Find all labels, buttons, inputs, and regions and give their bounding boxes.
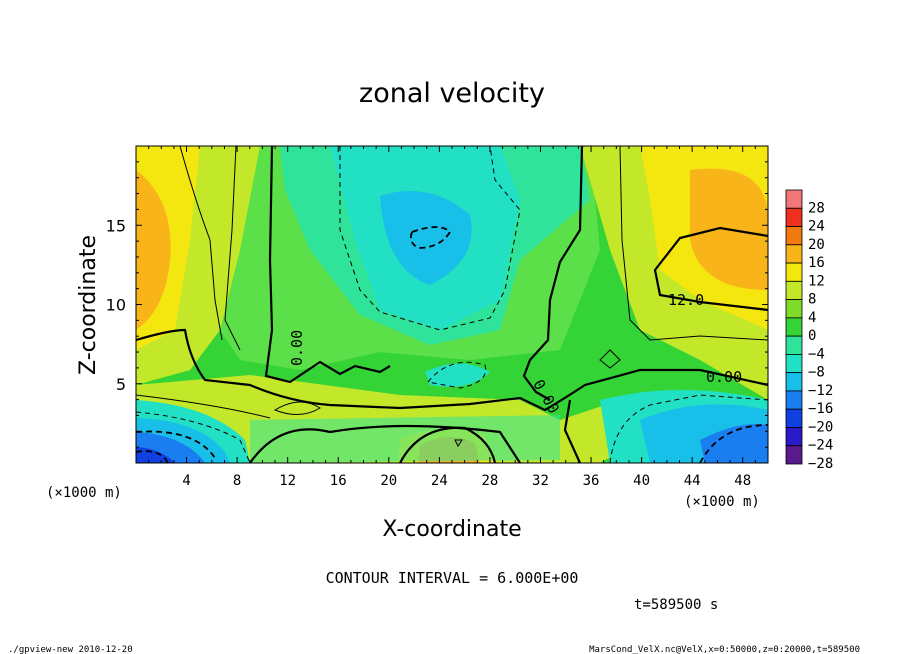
y-tick-label: 15 — [106, 216, 126, 235]
time-label: t=589500 s — [634, 597, 718, 613]
contour-line — [399, 426, 497, 463]
contour-label: 12.0 — [668, 291, 704, 309]
contour-line — [179, 146, 223, 341]
velocity-field: 12.0 0.00 0.00 0.00 — [136, 146, 768, 463]
colorbar-swatch — [785, 372, 803, 392]
x-axis-unit-left: (×1000 m) — [46, 485, 122, 501]
contour-line — [699, 424, 768, 463]
x-tick-label: 12 — [279, 473, 296, 489]
colorbar-swatch — [785, 317, 803, 337]
colorbar-swatch — [785, 262, 803, 282]
contour-line — [339, 146, 521, 331]
field-region-low-cyan-band — [250, 415, 560, 463]
x-tick-label: 16 — [330, 473, 347, 489]
x-tick-label: 24 — [431, 473, 448, 489]
contour-line — [599, 349, 621, 369]
y-tick-label: 10 — [106, 296, 126, 315]
colorbar-swatch — [785, 353, 803, 374]
x-tick-label: 44 — [684, 473, 701, 489]
contour-line — [563, 399, 582, 463]
colorbar-label: −12 — [808, 383, 833, 399]
x-tick-label: 32 — [532, 473, 549, 489]
x-tick-label: 8 — [233, 473, 241, 489]
contour-interval: CONTOUR INTERVAL = 6.000E+00 — [326, 569, 579, 587]
colorbar-label: 0 — [808, 328, 816, 344]
colorbar-label: 20 — [808, 237, 825, 253]
colorbar-label: 12 — [808, 273, 825, 289]
colorbar: 28 24 20 16 12 8 4 0 −4 −8 −12 −16 −20 −24 −28 — [785, 189, 833, 472]
contour-line — [653, 226, 768, 312]
footer-left: ./gpview-new 2010-12-20 — [8, 645, 133, 654]
contour-label: 0.00 — [288, 330, 306, 366]
contour-lines — [136, 146, 768, 463]
colorbar-label: 4 — [808, 310, 816, 326]
x-tick-label: 20 — [380, 473, 397, 489]
contour-line — [609, 394, 768, 463]
colorbar-label: 8 — [808, 292, 816, 308]
y-tick-label: 5 — [116, 375, 126, 394]
colorbar-label: −20 — [808, 419, 833, 435]
colorbar-swatch — [785, 226, 803, 246]
contour-line — [136, 450, 169, 463]
contour-line — [619, 146, 768, 341]
colorbar-label: −24 — [808, 438, 833, 454]
field-region-minus-12-top — [380, 190, 472, 285]
colorbar-swatch — [785, 299, 803, 319]
contour-line — [224, 146, 241, 351]
colorbar-label: 24 — [808, 219, 825, 235]
colorbar-label: 16 — [808, 255, 825, 271]
colorbar-swatch — [785, 408, 803, 428]
colorbar-label: −16 — [808, 401, 833, 417]
contour-line — [136, 394, 271, 419]
colorbar-swatch — [785, 280, 803, 301]
contour-line — [273, 401, 321, 415]
x-tick-label: 36 — [583, 473, 600, 489]
colorbar-swatch — [785, 390, 803, 410]
x-tick-label: 4 — [182, 473, 190, 489]
x-axis-label: X-coordinate — [382, 517, 521, 542]
colorbar-swatch — [785, 244, 803, 264]
colorbar-swatch — [785, 427, 803, 447]
colorbar-swatch — [785, 445, 803, 465]
contour-line — [522, 146, 584, 401]
x-axis-unit-right: (×1000 m) — [684, 494, 760, 510]
contour-line — [264, 146, 391, 384]
y-axis: 5 10 15 — [106, 161, 768, 448]
footer-right: MarsCond_VelX.nc@VelX,x=0:50000,z=0:2000… — [589, 645, 860, 654]
y-axis-label: Z-coordinate — [76, 235, 101, 375]
colorbar-swatch — [785, 207, 803, 227]
field-region-bottom-right-minus-16 — [700, 424, 768, 463]
contour-label: 0.00 — [706, 368, 742, 386]
colorbar-label: −8 — [808, 365, 825, 381]
contour-line — [427, 361, 487, 389]
x-axis: 4 8 12 16 20 24 28 32 36 40 44 48 — [148, 146, 756, 489]
contour-line — [136, 430, 216, 459]
colorbar-label: 28 — [808, 200, 825, 216]
chart-title: zonal velocity — [359, 78, 545, 109]
colorbar-label: −4 — [808, 346, 825, 362]
contour-line — [409, 226, 452, 249]
contour-line — [136, 328, 768, 412]
x-tick-label: 40 — [633, 473, 650, 489]
colorbar-swatch — [785, 189, 803, 209]
x-tick-label: 48 — [734, 473, 751, 489]
field-region-left-plus-16 — [136, 170, 171, 330]
contour-line — [454, 439, 463, 447]
contour-line — [136, 411, 251, 463]
colorbar-swatch — [785, 335, 803, 355]
x-tick-label: 28 — [481, 473, 498, 489]
colorbar-label: −28 — [808, 456, 833, 472]
